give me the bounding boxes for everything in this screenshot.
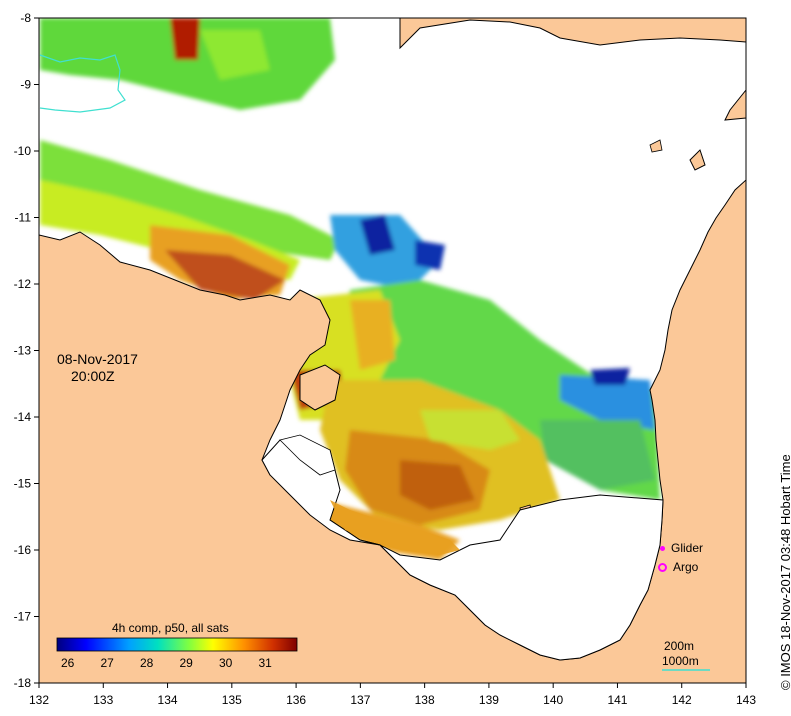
x-tick-label: 139 [479, 693, 499, 707]
y-tick-label: -12 [14, 277, 32, 291]
legend-argo-label: Argo [673, 560, 699, 574]
y-tick-label: -17 [14, 610, 32, 624]
x-axis: 132 133 134 135 136 137 138 139 140 141 142 143 [29, 683, 756, 707]
nodata-south-gulf [261, 439, 664, 661]
legend-glider: Glider [660, 541, 703, 555]
y-tick-label: -16 [14, 543, 32, 557]
scale-1000m-label: 1000m [662, 654, 699, 668]
date-label: 08-Nov-2017 20:00Z [57, 351, 138, 385]
scale-200m-label: 200m [664, 639, 695, 653]
y-tick-label: -18 [14, 676, 32, 690]
colorbar [56, 637, 298, 652]
y-axis: -8 -9 -10 -11 -12 -13 -14 -15 -16 -17 -18 [14, 11, 39, 690]
legend-argo: Argo [658, 560, 698, 574]
x-tick-label: 142 [672, 693, 692, 707]
colorbar-gradient [56, 637, 298, 652]
y-tick-label: -14 [14, 410, 32, 424]
x-tick-label: 138 [415, 693, 435, 707]
credit-text: © IMOS 18-Nov-2017 03:48 Hobart Time [778, 454, 791, 690]
date-line1: 08-Nov-2017 [57, 351, 138, 367]
y-tick-label: -9 [20, 78, 31, 92]
x-tick-label: 136 [286, 693, 306, 707]
x-tick-label: 140 [543, 693, 563, 707]
sst-data-layer [40, 18, 660, 560]
contour-200m [39, 54, 126, 113]
x-tick-label: 141 [607, 693, 627, 707]
y-tick-label: -8 [20, 11, 31, 25]
x-tick-label: 132 [29, 693, 49, 707]
land-layer [39, 18, 746, 683]
colorbar-tick-label: 26 [61, 656, 75, 670]
argo-icon [658, 562, 667, 572]
x-tick-label: 137 [350, 693, 370, 707]
land-new-guinea [399, 18, 746, 50]
x-tick-label: 143 [736, 693, 756, 707]
legend-glider-label: Glider [671, 541, 704, 555]
credit-vertical: © IMOS 18-Nov-2017 03:48 Hobart Time [778, 0, 791, 716]
colorbar-tick-label: 29 [179, 656, 193, 670]
x-tick-label: 135 [222, 693, 242, 707]
glider-icon [660, 545, 665, 551]
colorbar-tick-label: 30 [219, 656, 233, 670]
colorbar-title: 4h comp, p50, all sats [112, 621, 229, 635]
x-tick-label: 133 [93, 693, 113, 707]
y-tick-label: -15 [14, 477, 32, 491]
x-tick-label: 134 [158, 693, 178, 707]
date-line2: 20:00Z [71, 368, 115, 384]
y-tick-label: -11 [15, 211, 32, 225]
y-tick-label: -10 [14, 144, 32, 158]
colorbar-tick-label: 28 [140, 656, 154, 670]
colorbar-tick-label: 27 [100, 656, 114, 670]
colorbar-tick-label: 31 [258, 656, 272, 670]
y-tick-label: -13 [14, 344, 32, 358]
